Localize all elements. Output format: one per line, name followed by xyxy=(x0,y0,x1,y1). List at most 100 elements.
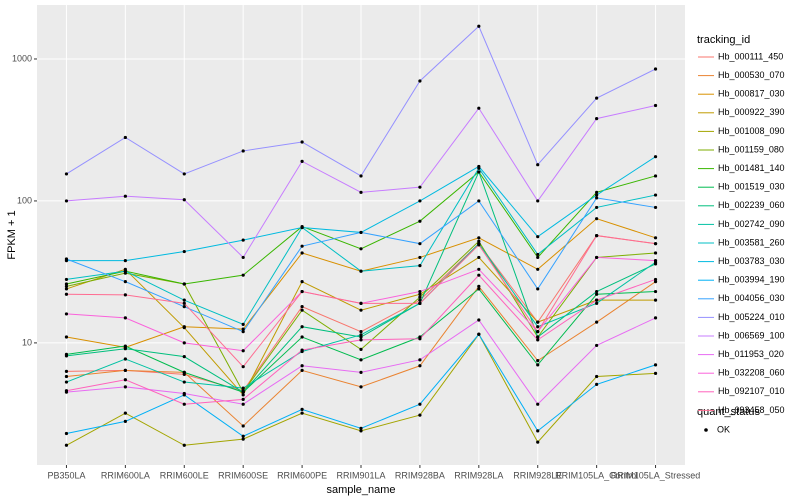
data-point xyxy=(595,343,599,348)
x-tick-label: RRIM600SE xyxy=(218,470,268,480)
data-point xyxy=(300,411,304,415)
data-point xyxy=(241,149,245,153)
data-point xyxy=(653,251,658,255)
data-point xyxy=(182,198,186,202)
data-point xyxy=(359,333,363,337)
data-point xyxy=(418,264,422,268)
data-point xyxy=(653,298,658,302)
y-tick-label: 100 xyxy=(17,195,32,205)
data-point xyxy=(653,236,658,240)
data-point xyxy=(359,190,363,194)
data-point xyxy=(418,364,422,368)
data-point xyxy=(241,437,245,441)
data-point xyxy=(359,301,363,305)
y-tick-label: 10 xyxy=(22,337,32,347)
data-point xyxy=(418,219,422,223)
data-point xyxy=(182,443,186,447)
data-point xyxy=(477,239,481,243)
data-point xyxy=(64,199,69,203)
data-point xyxy=(653,363,658,367)
data-point xyxy=(300,140,304,144)
data-point xyxy=(359,429,363,433)
data-point xyxy=(241,402,245,406)
data-point xyxy=(477,318,481,322)
data-point xyxy=(123,344,127,348)
data-point xyxy=(653,205,658,210)
data-point xyxy=(595,205,599,210)
data-point xyxy=(359,426,363,430)
data-point xyxy=(64,172,69,176)
data-point xyxy=(653,103,658,108)
data-point xyxy=(123,385,127,389)
data-point xyxy=(300,289,304,294)
data-point xyxy=(536,252,540,257)
legend-label: Hb_000922_390 xyxy=(718,107,785,117)
data-point xyxy=(536,235,540,239)
data-point xyxy=(477,243,481,247)
data-point xyxy=(64,257,69,261)
data-point xyxy=(477,267,481,271)
data-point xyxy=(64,282,69,286)
data-point xyxy=(653,155,658,159)
data-point xyxy=(653,193,658,197)
data-point xyxy=(418,295,422,299)
data-point xyxy=(653,289,658,294)
data-point xyxy=(300,407,304,412)
data-point xyxy=(536,335,540,339)
x-tick-label: RRIM928BA xyxy=(395,470,445,480)
data-point xyxy=(64,374,69,379)
data-point xyxy=(536,199,540,203)
data-point xyxy=(64,354,69,358)
x-tick-label: RRIM928LA xyxy=(454,470,503,480)
legend-label: Hb_003581_260 xyxy=(718,237,785,247)
data-point xyxy=(418,199,422,203)
data-point xyxy=(653,371,658,375)
data-point xyxy=(359,338,363,342)
data-point xyxy=(359,308,363,312)
data-point xyxy=(182,282,186,286)
data-point xyxy=(123,316,127,320)
data-point xyxy=(300,325,304,329)
data-point xyxy=(123,347,127,351)
data-point xyxy=(418,358,422,362)
data-point xyxy=(477,287,481,291)
data-point xyxy=(477,236,481,240)
data-point xyxy=(477,273,481,277)
data-point xyxy=(477,164,481,169)
data-point xyxy=(182,301,186,305)
data-point xyxy=(653,174,658,178)
x-tick-label: RRIM928LE xyxy=(513,470,562,480)
data-point xyxy=(300,348,304,352)
data-point xyxy=(64,431,69,436)
legend-label: Hb_003994_190 xyxy=(718,275,785,285)
x-tick-label: RRIM901LA xyxy=(336,470,385,480)
legend-label: Hb_006569_100 xyxy=(718,330,785,340)
data-point xyxy=(418,289,422,294)
data-point xyxy=(123,368,127,373)
data-point xyxy=(595,117,599,121)
data-point xyxy=(536,267,540,271)
data-point xyxy=(595,190,599,194)
data-point xyxy=(359,347,363,351)
data-point xyxy=(241,322,245,326)
data-point xyxy=(300,368,304,373)
data-point xyxy=(241,273,245,277)
data-point xyxy=(182,326,186,330)
data-point xyxy=(182,370,186,374)
legend-label: Hb_004056_030 xyxy=(718,293,785,303)
data-point xyxy=(595,298,599,302)
legend-label: Hb_000530_070 xyxy=(718,70,785,80)
data-point xyxy=(182,402,186,406)
data-point xyxy=(300,364,304,368)
data-point xyxy=(418,79,422,83)
data-point xyxy=(182,380,186,384)
data-point xyxy=(359,358,363,362)
data-point xyxy=(595,193,599,197)
data-point xyxy=(595,320,599,324)
data-point xyxy=(418,255,422,260)
data-point xyxy=(64,443,69,447)
data-point xyxy=(595,233,599,238)
data-point xyxy=(241,349,245,353)
data-point xyxy=(536,429,540,433)
y-axis-title: FPKM + 1 xyxy=(6,210,18,259)
